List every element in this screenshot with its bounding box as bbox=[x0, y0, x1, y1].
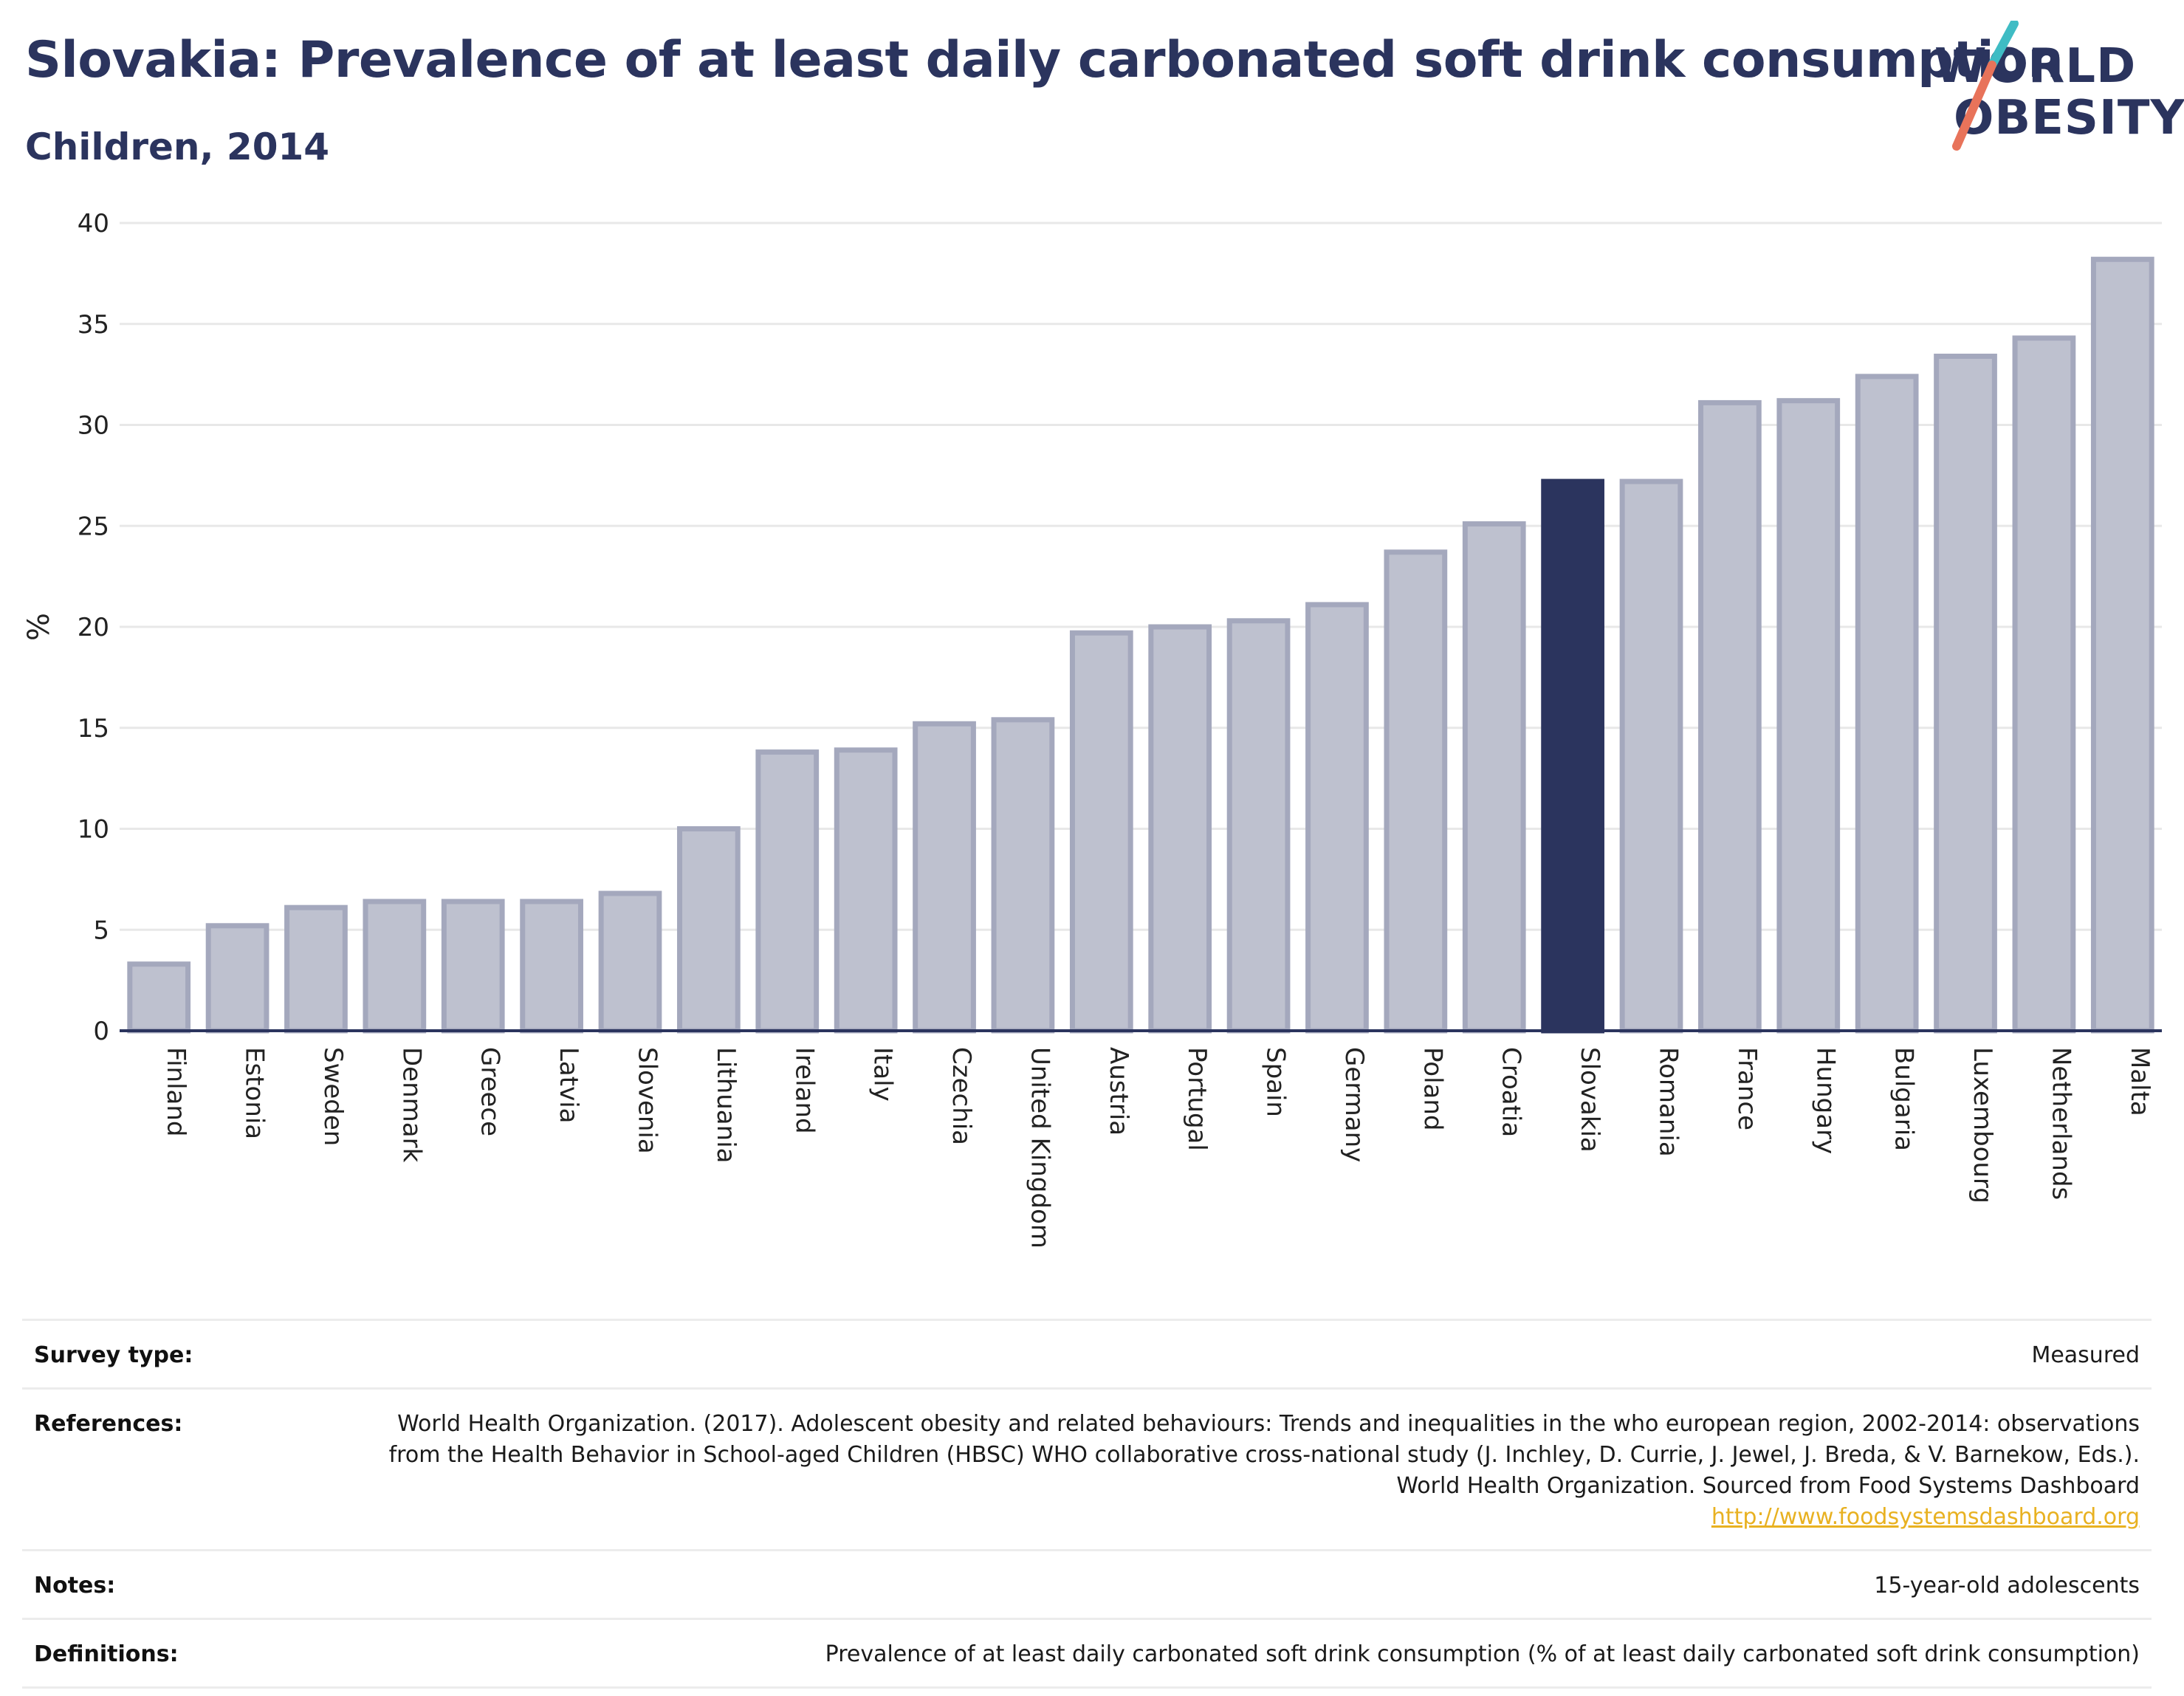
bar-finland bbox=[127, 961, 191, 1034]
y-tick-label: 35 bbox=[78, 310, 109, 340]
bar-malta bbox=[2090, 256, 2154, 1034]
bar-ireland bbox=[755, 749, 820, 1034]
axes: 0 5 10 15 20 25 30 35 40% Finland Estonia Sweden Den… bbox=[22, 209, 2162, 1249]
y-axis-label: % bbox=[22, 613, 56, 641]
logo-slash-icon bbox=[1952, 21, 2019, 151]
x-tick-label: Slovenia bbox=[633, 1047, 662, 1154]
y-tick-label: 10 bbox=[78, 815, 109, 845]
chart-title: Slovakia: Prevalence of at least daily c… bbox=[25, 31, 2064, 89]
bar-romania bbox=[1619, 478, 1683, 1034]
x-tick-label: Hungary bbox=[1810, 1047, 1840, 1154]
x-tick-label: United Kingdom bbox=[1025, 1047, 1054, 1249]
x-tick-label: Greece bbox=[475, 1047, 505, 1136]
y-tick-label: 20 bbox=[78, 613, 109, 642]
notes-label: Notes: bbox=[34, 1573, 116, 1599]
x-tick-label: Luxembourg bbox=[1968, 1047, 1997, 1204]
bar-austria bbox=[1069, 630, 1133, 1034]
x-tick-label: Denmark bbox=[396, 1047, 426, 1163]
notes-value: 15-year-old adolescents bbox=[1874, 1573, 2140, 1599]
notes-row: Notes: 15-year-old adolescents bbox=[22, 1549, 2152, 1618]
references-row: References: World Health Organization. (… bbox=[22, 1387, 2152, 1549]
definitions-value: Prevalence of at least daily carbonated … bbox=[825, 1641, 2140, 1667]
references-text: World Health Organization. (2017). Adole… bbox=[388, 1411, 2140, 1499]
bar-denmark bbox=[363, 899, 427, 1034]
x-tick-label: Croatia bbox=[1497, 1047, 1526, 1137]
bar-italy bbox=[834, 747, 898, 1034]
x-tick-label: Italy bbox=[868, 1047, 898, 1102]
x-tick-label: Portugal bbox=[1182, 1047, 1212, 1151]
bar-hungary bbox=[1776, 398, 1841, 1034]
x-tick-label: Estonia bbox=[240, 1047, 269, 1139]
bar-czechia bbox=[913, 721, 976, 1034]
y-tick-label: 0 bbox=[93, 1017, 109, 1046]
x-tick-label: Poland bbox=[1418, 1047, 1447, 1131]
x-tick-label: Finland bbox=[161, 1047, 190, 1137]
x-tick-label: Netherlands bbox=[2046, 1047, 2075, 1200]
references-label: References: bbox=[34, 1411, 183, 1437]
x-tick-label: Czechia bbox=[947, 1047, 976, 1145]
x-tick-label: Romania bbox=[1654, 1047, 1683, 1157]
chart-subtitle: Children, 2014 bbox=[25, 126, 330, 168]
bar-united-kingdom bbox=[991, 717, 1055, 1034]
definitions-row: Definitions: Prevalence of at least dail… bbox=[22, 1618, 2152, 1689]
definitions-label: Definitions: bbox=[34, 1641, 179, 1667]
x-tick-label: France bbox=[1732, 1047, 1762, 1130]
bars bbox=[127, 256, 2154, 1034]
y-tick-label: 15 bbox=[78, 714, 109, 744]
bar-lithuania bbox=[677, 826, 741, 1034]
bar-bulgaria bbox=[1855, 374, 1919, 1034]
x-tick-label: Sweden bbox=[318, 1047, 348, 1146]
x-tick-label: Slovakia bbox=[1575, 1047, 1604, 1153]
bar-luxembourg bbox=[1934, 354, 1997, 1034]
bar-slovenia bbox=[598, 890, 662, 1034]
x-tick-label: Bulgaria bbox=[1889, 1047, 1919, 1151]
y-tick-label: 25 bbox=[78, 512, 109, 541]
y-tick-label: 30 bbox=[78, 411, 109, 441]
bar-slovakia bbox=[1541, 478, 1604, 1034]
bar-latvia bbox=[520, 899, 583, 1034]
x-tick-label: Lithuania bbox=[711, 1047, 741, 1163]
x-tick-label: Germany bbox=[1339, 1047, 1369, 1162]
bar-poland bbox=[1384, 549, 1448, 1034]
survey-type-value: Measured bbox=[2031, 1342, 2140, 1368]
logo-line-obesity: OBESITY bbox=[1954, 91, 2184, 145]
references-link[interactable]: http://www.foodsystemsdashboard.org bbox=[1711, 1504, 2140, 1530]
x-tick-label: Latvia bbox=[554, 1047, 583, 1124]
x-tick-label: Austria bbox=[1104, 1047, 1133, 1136]
world-obesity-logo: WORLD OBESITY bbox=[1920, 21, 2184, 154]
bar-greece bbox=[441, 899, 505, 1034]
bar-france bbox=[1698, 399, 1762, 1034]
references-value: World Health Organization. (2017). Adole… bbox=[353, 1409, 2140, 1533]
info-table: Survey type: Measured References: World … bbox=[22, 1319, 2152, 1689]
logo-line-world: WORLD bbox=[1934, 39, 2137, 94]
bar-croatia bbox=[1462, 521, 1526, 1034]
x-tick-label: Malta bbox=[2125, 1047, 2154, 1116]
bar-chart: 0 5 10 15 20 25 30 35 40% Finland Estonia Sweden Den… bbox=[22, 209, 2162, 1249]
y-tick-label: 40 bbox=[78, 209, 109, 238]
survey-type-row: Survey type: Measured bbox=[22, 1319, 2152, 1387]
x-tick-label: Spain bbox=[1261, 1047, 1291, 1117]
bar-spain bbox=[1226, 618, 1291, 1034]
bar-netherlands bbox=[2012, 335, 2076, 1034]
bar-germany bbox=[1305, 602, 1369, 1034]
bar-sweden bbox=[284, 904, 348, 1034]
bar-estonia bbox=[205, 923, 269, 1034]
x-tick-label: Ireland bbox=[789, 1047, 819, 1134]
bar-portugal bbox=[1148, 624, 1212, 1034]
survey-type-label: Survey type: bbox=[34, 1342, 193, 1368]
y-tick-label: 5 bbox=[93, 916, 109, 945]
